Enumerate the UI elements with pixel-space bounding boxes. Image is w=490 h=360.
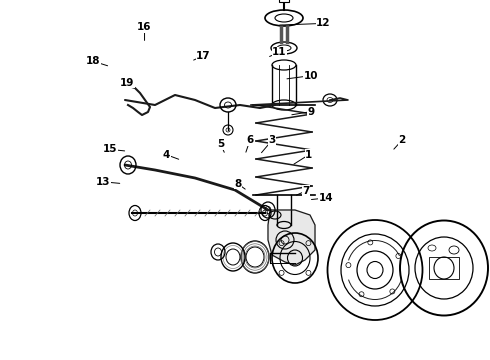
Bar <box>429 257 459 279</box>
Text: 4: 4 <box>163 150 171 160</box>
Text: 16: 16 <box>137 22 152 32</box>
Text: 7: 7 <box>302 186 310 196</box>
Text: 5: 5 <box>217 139 224 149</box>
Text: 8: 8 <box>234 179 241 189</box>
Text: 15: 15 <box>103 144 118 154</box>
Text: 13: 13 <box>96 177 110 187</box>
Text: 9: 9 <box>308 107 315 117</box>
Text: 19: 19 <box>120 78 135 88</box>
Text: 11: 11 <box>272 47 287 57</box>
Text: 12: 12 <box>316 18 331 28</box>
Text: 14: 14 <box>318 193 333 203</box>
Text: 1: 1 <box>305 150 312 160</box>
Bar <box>279 0 289 2</box>
Text: 3: 3 <box>269 135 275 145</box>
Polygon shape <box>268 210 315 265</box>
Text: 17: 17 <box>196 51 211 61</box>
Text: 10: 10 <box>304 71 318 81</box>
Text: 18: 18 <box>86 56 100 66</box>
Text: 6: 6 <box>246 135 253 145</box>
Text: 2: 2 <box>398 135 405 145</box>
